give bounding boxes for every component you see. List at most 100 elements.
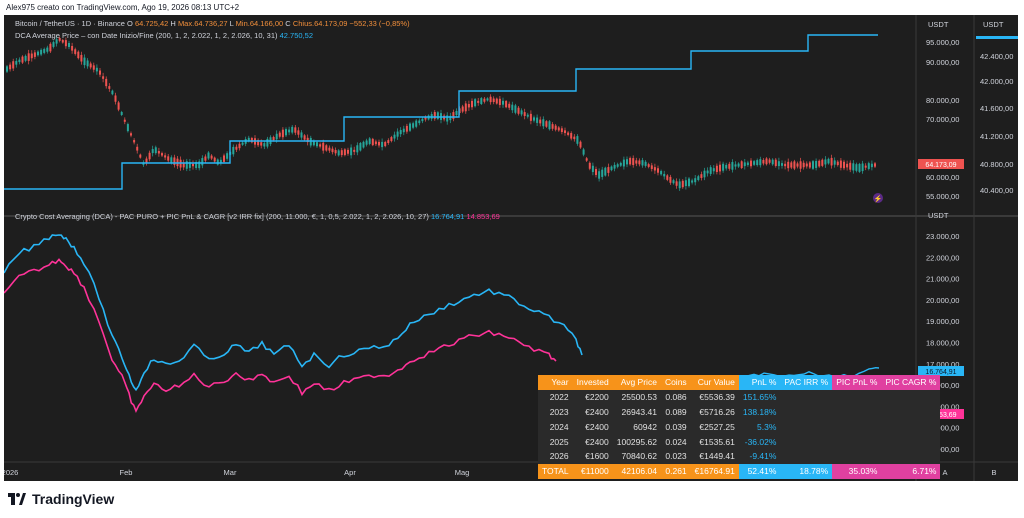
candle-body <box>238 143 241 149</box>
main-legend: Bitcoin / TetherUS · 1D · Binance O 64.7… <box>15 19 410 28</box>
candle-body <box>502 100 504 105</box>
cell-cur-value: €1535.61 <box>699 436 735 447</box>
candle-body <box>347 149 349 154</box>
price-tick-label: 90.000,00 <box>926 58 959 67</box>
candle-body <box>867 163 870 169</box>
candle-body <box>390 137 393 142</box>
candle-body <box>86 60 89 67</box>
candle-body <box>681 180 684 188</box>
candle-body <box>787 161 790 169</box>
candle-body <box>198 161 201 169</box>
candle-body <box>263 143 266 147</box>
cell-empty <box>881 434 940 449</box>
candle-body <box>424 117 427 120</box>
candle-body <box>303 135 306 140</box>
cell-empty <box>780 419 832 434</box>
cell-avg-price: 100295.62 <box>616 436 657 447</box>
candle-body <box>223 155 225 162</box>
candle-body <box>796 163 799 167</box>
candle-body <box>306 137 309 143</box>
candle-body <box>114 95 117 102</box>
indicator-value-2: 14.853,69 <box>466 212 500 221</box>
candle-body <box>588 162 591 169</box>
dca-legend[interactable]: DCA Average Price – con Date Inizio/Fine… <box>15 31 313 40</box>
candle-body <box>653 167 656 171</box>
cell-empty <box>832 405 881 420</box>
candle-body <box>148 152 151 160</box>
candle-body <box>641 160 644 166</box>
candle-body <box>576 136 579 144</box>
candle-body <box>700 174 703 178</box>
candle-body <box>21 56 24 63</box>
dca-scale-marker <box>976 36 1018 39</box>
indicator-tick-label: 18.000,00 <box>926 339 959 348</box>
total-label: TOTAL <box>538 463 573 479</box>
candle-body <box>64 40 67 47</box>
dca-value: 42.750,52 <box>279 31 313 40</box>
candle-body <box>753 161 756 165</box>
candle-body <box>864 165 867 168</box>
change-value: −552,33 (−0,85%) <box>349 19 410 28</box>
candle-body <box>89 63 92 68</box>
low-label: L <box>229 19 234 28</box>
candle-body <box>396 131 399 137</box>
table-row: 2023 €2400 26943.41 0.089 €5716.26 138.1… <box>538 404 941 420</box>
screenshot-caption: Alex975 creato con TradingView.com, Ago … <box>6 3 240 12</box>
cell-avg-price: 25500.53 <box>621 392 657 403</box>
candle-body <box>297 130 300 135</box>
candle-body <box>123 119 126 122</box>
candle-body <box>564 130 566 133</box>
cell-year: 2022 <box>549 392 569 403</box>
candle-body <box>821 159 824 166</box>
candle-body <box>777 161 780 167</box>
pic-value-badge-text: 14.853,69 <box>925 412 956 419</box>
candle-body <box>102 76 105 79</box>
candle-body <box>756 160 759 166</box>
open-value: 64.725,42 <box>134 19 169 28</box>
candle-body <box>356 145 359 153</box>
tradingview-brand[interactable]: TradingView <box>8 491 114 507</box>
candle-body <box>170 157 173 163</box>
candle-body <box>334 149 337 154</box>
col-invested: Invested <box>572 375 613 390</box>
candle-body <box>533 117 535 121</box>
candle-body <box>759 159 762 166</box>
total-invested: €11000 <box>572 463 613 479</box>
chart-canvas[interactable]: USDT USDT USDT 95.000,00 90.000,00 80.000,00 7… <box>4 15 1018 481</box>
candle-body <box>188 162 191 168</box>
candle-body <box>601 169 604 177</box>
candle-body <box>474 99 477 107</box>
candle-body <box>49 43 52 52</box>
cell-year: 2024 <box>549 421 569 432</box>
price-tick-label: 40.800,00 <box>980 160 1013 169</box>
total-pnl: 52.41% <box>738 463 781 479</box>
candle-body <box>495 98 498 104</box>
candle-body <box>691 180 694 183</box>
candle-body <box>712 168 715 172</box>
candle-body <box>105 78 108 87</box>
candle-body <box>607 167 610 173</box>
candle-body <box>836 161 839 166</box>
cell-pnl: 138.18% <box>742 406 777 417</box>
candle-body <box>309 137 312 146</box>
candle-body <box>660 171 663 175</box>
candle-body <box>415 120 418 127</box>
cell-empty <box>780 449 832 464</box>
dca-title: DCA Average Price – con Date Inizio/Fine… <box>15 31 278 40</box>
candle-body <box>870 163 873 168</box>
cell-avg-price: 60942 <box>633 421 657 432</box>
candle-body <box>37 51 39 56</box>
candle-body <box>46 47 49 52</box>
cell-pnl: -36.02% <box>744 436 777 447</box>
cell-invested: €2200 <box>585 392 609 403</box>
indicator-legend[interactable]: Crypto Cost Averaging (DCA) - PAC PURO +… <box>15 212 500 221</box>
candle-body <box>629 157 632 165</box>
table-row: 2022 €2200 25500.53 0.086 €5536.39 151.6… <box>538 389 941 405</box>
candle-body <box>858 163 861 172</box>
candle-body <box>610 166 613 171</box>
candle-body <box>861 163 864 172</box>
candle-body <box>185 161 188 169</box>
candle-body <box>678 181 681 189</box>
symbol-label[interactable]: Bitcoin / TetherUS · 1D · Binance <box>15 19 125 28</box>
candle-body <box>613 164 616 169</box>
